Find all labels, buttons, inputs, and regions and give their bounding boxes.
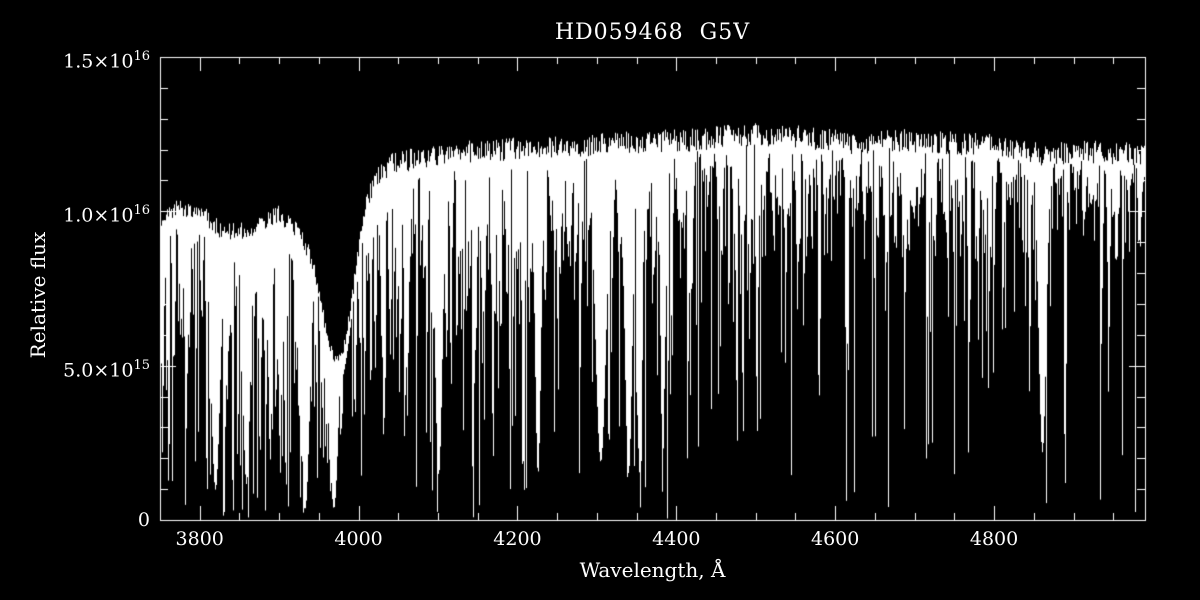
x-tick-label: 4000 (334, 528, 383, 550)
y-tick-label: 0 (137, 509, 150, 531)
y-axis-label: Relative flux (26, 231, 50, 359)
x-axis-label: Wavelength, Å (579, 558, 726, 582)
x-tick-label: 4400 (652, 528, 701, 550)
x-tick-label: 3800 (175, 528, 224, 550)
x-tick-label: 4200 (493, 528, 542, 550)
x-tick-label: 4600 (811, 528, 860, 550)
y-tick-label: 5.0×1015 (63, 357, 150, 381)
y-tick-label: 1.5×1016 (63, 49, 150, 73)
y-tick-label: 1.0×1016 (63, 203, 150, 227)
plot-title: HD059468 G5V (554, 20, 751, 45)
x-tick-label: 4800 (969, 528, 1019, 550)
